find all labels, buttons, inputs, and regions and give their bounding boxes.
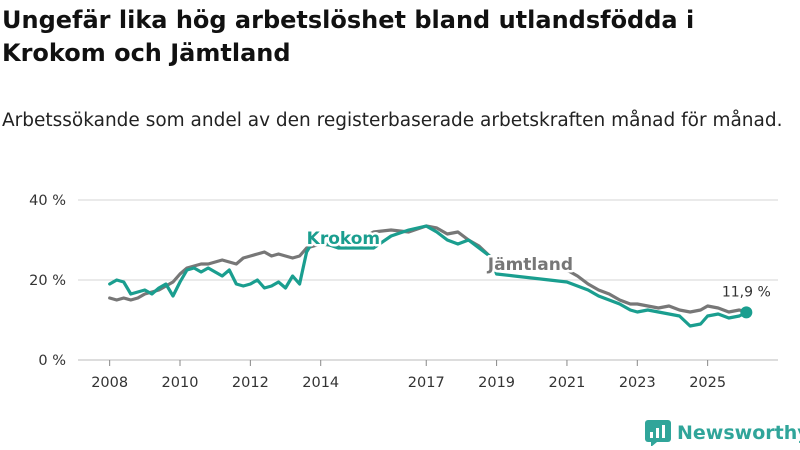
x-tick-label: 2010 [162,375,199,391]
x-tick-label: 2008 [91,375,128,391]
chart-title: Ungefär lika hög arbetslöshet bland utla… [2,6,695,67]
brand-logo: Newsworthy [645,418,800,448]
x-tick-label: 2019 [478,375,515,391]
y-tick-label: 20 % [29,273,66,289]
series-labels: Krokom Jämtland 11,9 % [304,227,771,319]
x-tick-label: 2014 [302,375,339,391]
line-chart: 0 % 20 % 40 % 2008 2010 2012 2014 2017 2019 2021… [29,193,778,391]
chart-subtitle: Arbetssökande som andel av den registerb… [2,110,783,131]
last-value-marker [740,306,753,319]
brand-name: Newsworthy [677,422,800,444]
x-axis: 2008 2010 2012 2014 2017 2019 2021 2023 2025 [91,360,726,391]
series-lines [108,224,748,328]
gridlines [78,199,778,361]
series-label-krokom: Krokom [307,229,380,249]
series-label-jamtland: Jämtland [487,255,573,275]
x-tick-label: 2025 [689,375,726,391]
newsworthy-logo-icon [645,420,671,446]
x-tick-label: 2017 [408,375,445,391]
series-line-krokom [108,224,748,328]
x-tick-label: 2021 [548,375,585,391]
y-axis: 0 % 20 % 40 % [29,193,66,369]
x-tick-label: 2023 [619,375,656,391]
y-tick-label: 0 % [38,353,66,369]
y-tick-label: 40 % [29,193,66,209]
x-tick-label: 2012 [232,375,269,391]
last-value-label: 11,9 % [722,284,771,300]
